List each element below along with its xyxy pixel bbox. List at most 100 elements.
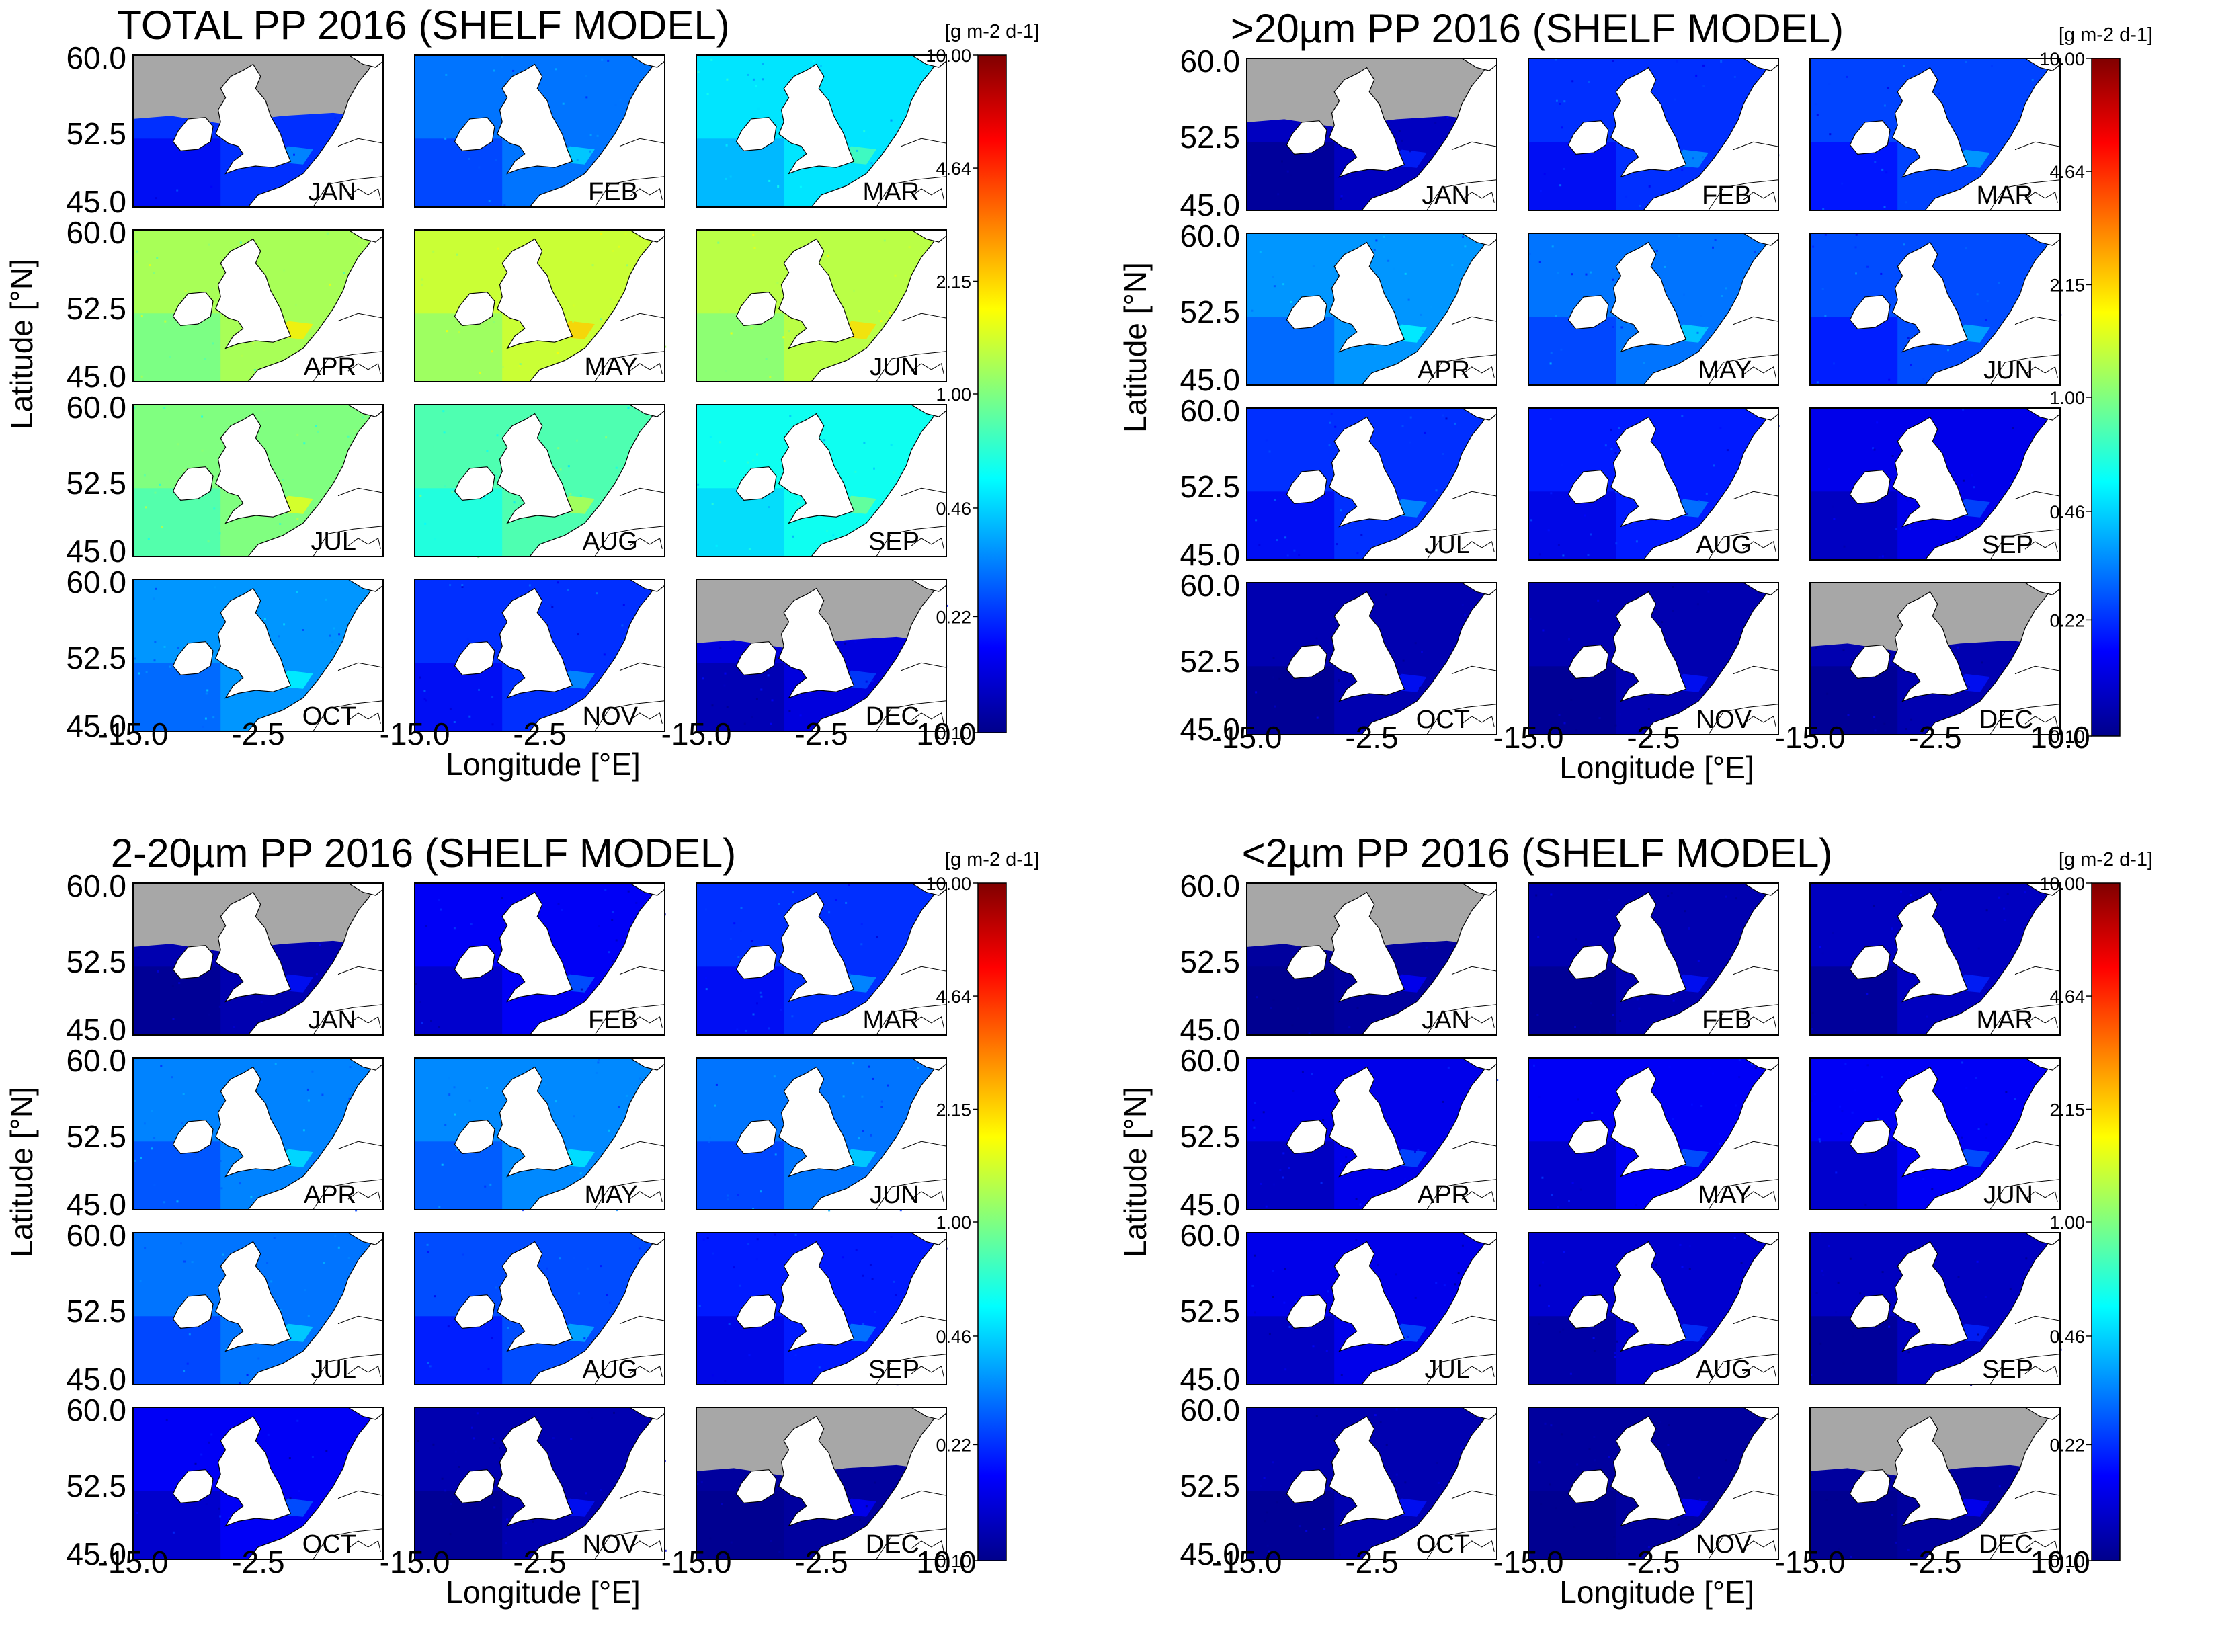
pixel-speck	[1635, 540, 1638, 543]
colorbar: [g m-2 d-1]10.004.642.151.000.460.220.10	[2039, 849, 2153, 1571]
pixel-speck	[864, 485, 866, 488]
pixel-speck	[1291, 1024, 1294, 1027]
pixel-speck	[1698, 500, 1700, 503]
pixel-speck	[1922, 378, 1925, 380]
pixel-speck	[160, 1065, 163, 1067]
pixel-speck	[1838, 1548, 1840, 1551]
pixel-speck	[639, 1077, 642, 1080]
pixel-speck	[493, 69, 495, 72]
ireland-land	[172, 1120, 214, 1155]
lat-tick-label: 45.0	[1180, 1536, 1240, 1571]
pixel-speck	[606, 1294, 608, 1296]
pixel-speck	[1655, 608, 1658, 611]
pixel-speck	[760, 995, 763, 998]
pixel-speck	[442, 410, 445, 413]
pixel-speck	[605, 436, 608, 439]
pixel-speck	[205, 1503, 208, 1505]
pixel-speck	[212, 342, 214, 345]
pixel-speck	[946, 604, 948, 607]
pixel-speck	[499, 1447, 501, 1450]
pixel-speck	[178, 619, 180, 622]
lat-tick-label: 60.0	[66, 390, 126, 425]
lon-tick-label: -15.0	[1212, 720, 1282, 755]
ireland-land	[1286, 1469, 1327, 1504]
lat-tick-label: 52.5	[66, 466, 126, 501]
pixel-speck	[1541, 1176, 1544, 1179]
pixel-speck	[1540, 1503, 1543, 1505]
pixel-speck	[1719, 427, 1722, 429]
pixel-speck	[1614, 724, 1617, 727]
pixel-speck	[244, 995, 246, 998]
pixel-speck	[1975, 169, 1978, 172]
map-frame	[1246, 1057, 1497, 1210]
pixel-speck	[1998, 1485, 2001, 1488]
pixel-speck	[715, 1083, 718, 1086]
pixel-speck	[860, 923, 863, 925]
y-axis-label: Latitude [°N]	[1118, 1087, 1153, 1257]
pixel-speck	[213, 507, 216, 510]
alps-outline	[2024, 1366, 2058, 1377]
pixel-speck	[878, 310, 881, 313]
pixel-speck	[1571, 273, 1573, 276]
pixel-speck	[572, 320, 575, 323]
pixel-speck	[331, 641, 334, 643]
pixel-speck	[1881, 555, 1884, 558]
pixel-speck	[600, 1489, 602, 1491]
pixel-speck	[769, 376, 772, 378]
lon-tick-label: -2.5	[231, 716, 284, 751]
pixel-speck	[596, 592, 598, 595]
pixel-speck	[1414, 1296, 1417, 1299]
pixel-speck	[755, 1258, 758, 1261]
pixel-speck	[794, 1233, 797, 1236]
month-label: OCT	[302, 702, 356, 731]
pixel-speck	[1620, 326, 1623, 329]
pixel-speck	[1874, 161, 1877, 163]
colorbar: [g m-2 d-1]10.004.642.151.000.460.220.10	[2039, 24, 2153, 747]
pixel-speck	[134, 344, 137, 347]
map-frame	[414, 1232, 665, 1385]
country-border	[1989, 704, 2061, 735]
pixel-speck	[721, 1503, 723, 1505]
britain-land	[215, 413, 292, 524]
pixel-speck	[1970, 474, 1973, 477]
country-border	[1708, 1179, 1779, 1210]
no-data-region	[1810, 583, 2060, 651]
country-border	[1733, 1315, 1779, 1325]
lat-tick-label: 60.0	[66, 1218, 126, 1253]
pixel-speck	[1328, 444, 1331, 447]
pixel-speck	[208, 1013, 210, 1016]
lat-tick-label: 52.5	[1180, 944, 1240, 979]
pixel-speck	[251, 166, 253, 169]
britain-land	[1610, 67, 1687, 178]
country-border	[1426, 1354, 1497, 1385]
map-jul: JUL	[1246, 1232, 1497, 1385]
pixel-speck	[706, 93, 709, 95]
lat-tick-label: 45.0	[66, 1362, 126, 1397]
pixel-speck	[149, 264, 151, 267]
ireland-land	[172, 292, 214, 327]
pixel-speck	[1635, 1204, 1638, 1206]
month-label: JAN	[308, 178, 356, 206]
pixel-speck	[1359, 1203, 1362, 1206]
ireland-land	[735, 1469, 777, 1504]
pixel-speck	[429, 1365, 432, 1368]
pixel-speck	[1538, 1096, 1541, 1098]
pixel-speck	[1557, 272, 1559, 274]
britain-land	[215, 238, 292, 349]
pixel-speck	[1714, 239, 1717, 241]
country-border	[337, 487, 384, 497]
country-border	[594, 526, 665, 557]
pixel-speck	[1985, 989, 1988, 991]
pixel-speck	[862, 1274, 864, 1277]
pixel-speck	[1824, 315, 1827, 317]
ireland-land	[1567, 295, 1609, 330]
pixel-speck	[854, 470, 857, 473]
britain-land	[1892, 1066, 1969, 1178]
country-border	[1426, 179, 1497, 211]
pixel-speck	[1248, 174, 1251, 176]
pixel-speck	[1288, 1325, 1291, 1328]
pixel-speck	[1308, 1032, 1311, 1035]
colorbar-gradient	[977, 882, 1007, 1561]
pixel-speck	[589, 134, 592, 136]
pixel-speck	[1272, 676, 1275, 679]
